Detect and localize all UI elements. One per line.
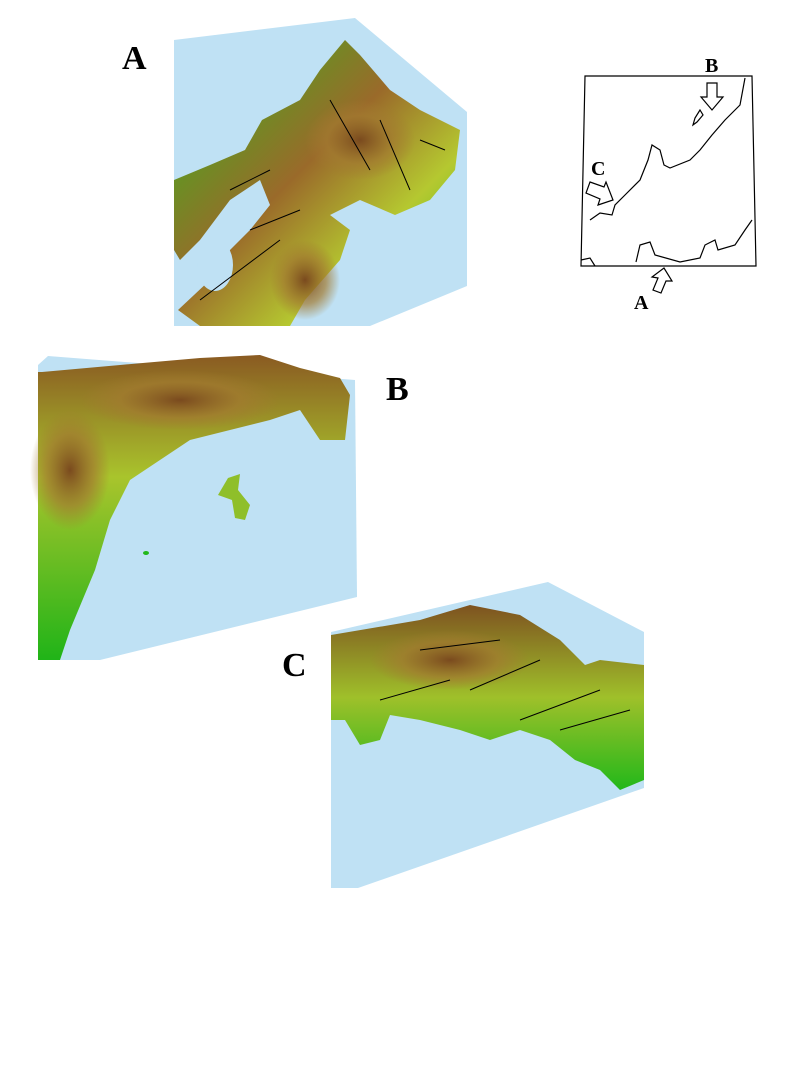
lake-biwa	[197, 239, 233, 291]
inset-island-sado	[691, 108, 704, 127]
inset-label-c: C	[591, 158, 606, 180]
mountains-a	[305, 100, 415, 180]
land-b	[38, 355, 350, 660]
inset-label-b: B	[705, 55, 719, 77]
terrain-panel-c	[331, 582, 644, 888]
panel-label-b: B	[386, 371, 409, 408]
mountains-b2	[30, 410, 110, 530]
terrain-panel-a	[174, 18, 467, 326]
inset-map	[580, 75, 757, 294]
inset-arrows	[585, 82, 725, 294]
arrow-a-icon	[650, 267, 674, 294]
mountains-a2	[270, 240, 340, 320]
fault-lines-c	[379, 639, 631, 731]
inset-coastline-north	[589, 77, 746, 221]
terrain-panel-b	[30, 355, 357, 660]
fault-lines-a	[199, 99, 446, 301]
arrow-b-icon	[699, 82, 725, 111]
island-b	[218, 474, 250, 520]
panel-label-c: C	[282, 647, 307, 684]
inset-label-a: A	[634, 292, 649, 314]
islet-b	[143, 551, 149, 555]
inset-coastline-south	[580, 219, 753, 267]
mountains-c	[370, 630, 530, 690]
arrow-c-icon	[585, 180, 614, 206]
panel-label-a: A	[122, 40, 147, 77]
mountains-b	[80, 370, 280, 430]
inset-frame	[580, 75, 757, 267]
